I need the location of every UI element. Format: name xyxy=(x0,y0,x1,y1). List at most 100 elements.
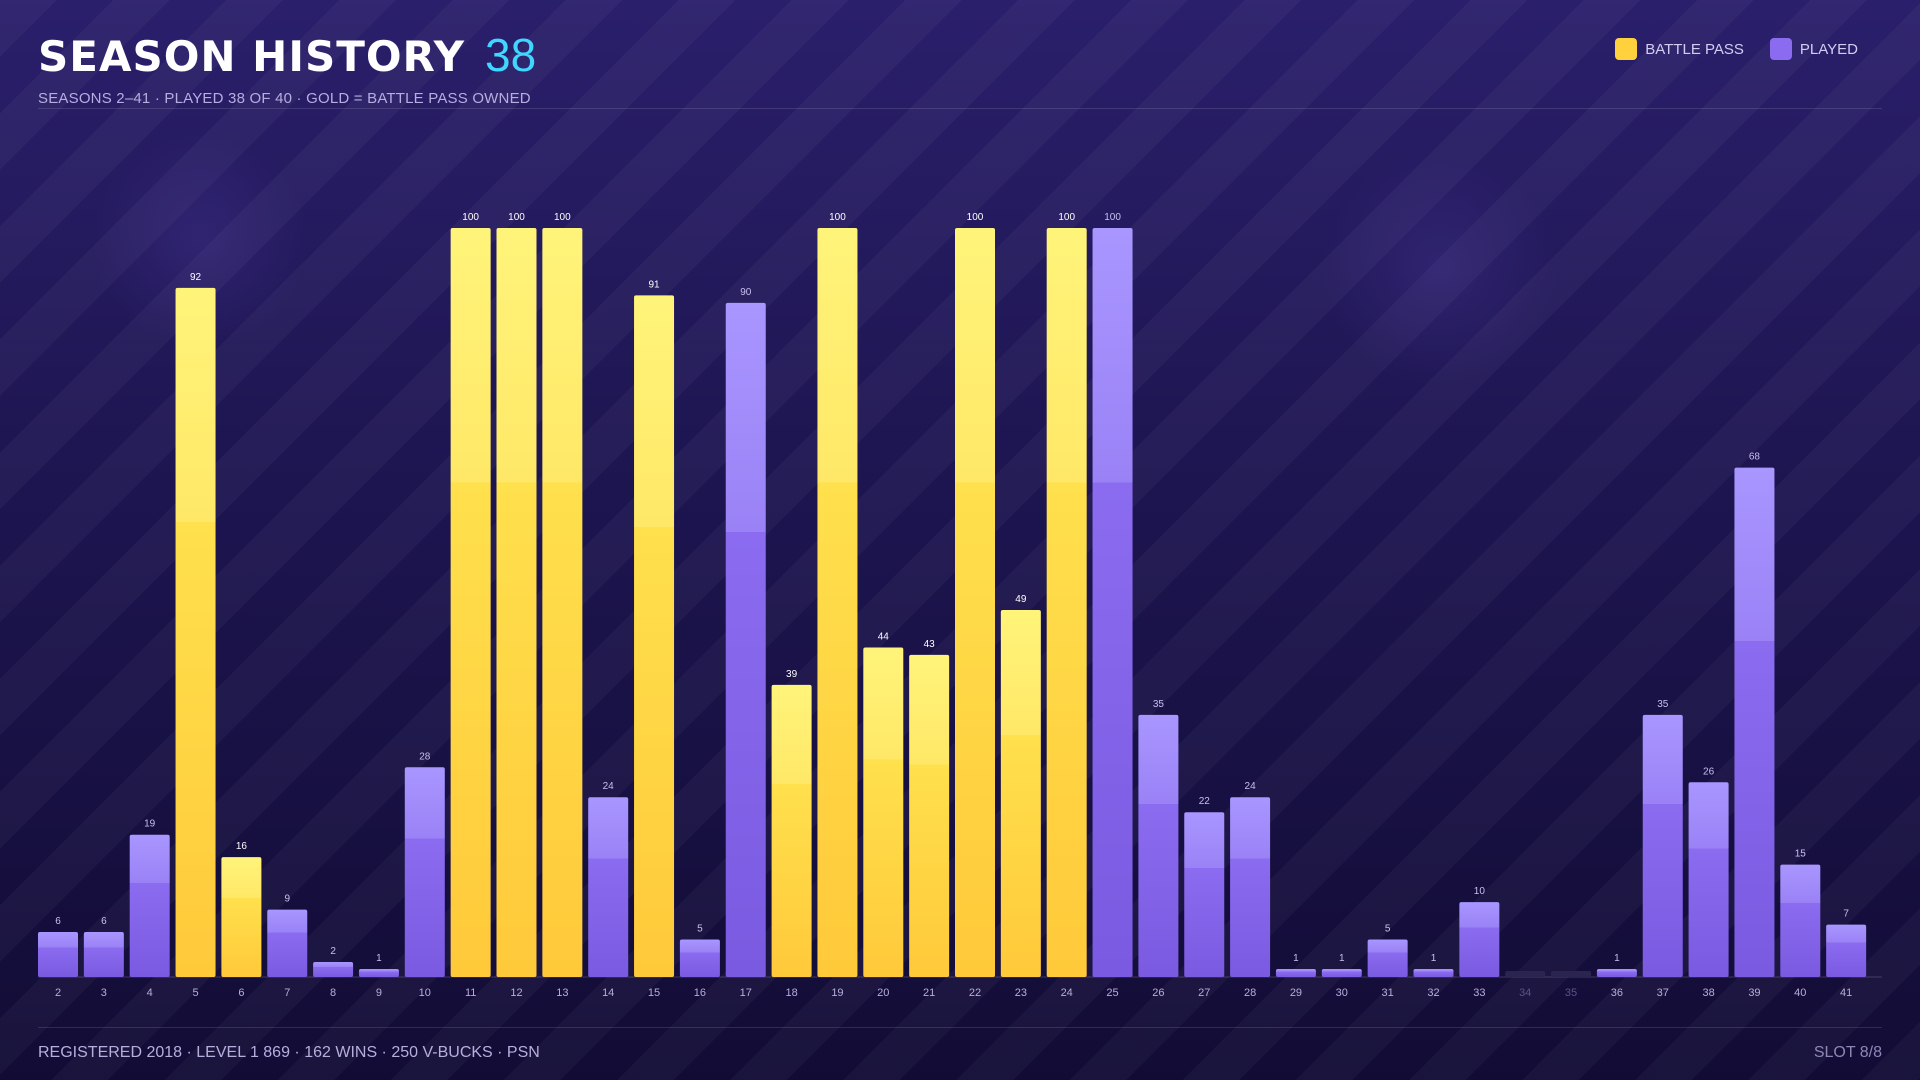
bar-season-24 xyxy=(1046,228,1087,977)
x-tick-label: 4 xyxy=(147,987,153,999)
bar-value-label: 5 xyxy=(697,924,703,935)
bar-value-label: 24 xyxy=(603,781,615,792)
bar-season-4 xyxy=(129,834,170,977)
page-subtitle: SEASONS 2–41 · PLAYED 38 OF 40 · GOLD = … xyxy=(38,90,531,107)
bar-value-label: 22 xyxy=(1199,796,1211,807)
bar-season-13 xyxy=(542,228,583,977)
bar-season-12 xyxy=(496,228,537,977)
season-history-chart: 6263194925166972819281010011100121001324… xyxy=(38,212,1867,999)
bar-value-label: 92 xyxy=(190,272,202,283)
header: SEASON HISTORY 38 SEASONS 2–41 · PLAYED … xyxy=(38,28,1882,110)
x-tick-label: 16 xyxy=(694,987,706,999)
bar-season-14 xyxy=(588,797,629,977)
bar-season-11 xyxy=(450,228,491,977)
x-tick-label: 13 xyxy=(556,987,568,999)
x-tick-label: 7 xyxy=(284,987,290,999)
title-row: SEASON HISTORY 38 xyxy=(38,28,1882,82)
bar-season-17 xyxy=(725,302,766,977)
x-tick-label: 18 xyxy=(785,987,797,999)
bar-season-25 xyxy=(1092,228,1133,977)
bar-season-35 xyxy=(1551,971,1592,977)
x-tick-label: 19 xyxy=(831,987,843,999)
bar-season-33 xyxy=(1459,902,1500,977)
bar-season-2 xyxy=(38,932,78,977)
bar-season-26 xyxy=(1138,714,1179,977)
played-swatch xyxy=(1769,38,1792,60)
x-tick-label: 27 xyxy=(1198,987,1210,999)
x-tick-label: 37 xyxy=(1657,987,1669,999)
x-tick-label: 6 xyxy=(238,987,244,999)
bar-season-21 xyxy=(909,654,950,977)
chart-legend: BATTLE PASS PLAYED xyxy=(1615,38,1858,60)
x-tick-label: 41 xyxy=(1840,987,1852,999)
bar-season-32 xyxy=(1413,969,1454,977)
bar-value-label: 1 xyxy=(1431,953,1437,964)
bar-season-18 xyxy=(771,684,812,977)
bar-value-label: 43 xyxy=(924,639,936,650)
bar-value-label: 6 xyxy=(101,916,107,927)
x-tick-label: 21 xyxy=(923,987,935,999)
bar-season-16 xyxy=(679,939,720,977)
bar-value-label: 39 xyxy=(786,669,798,680)
x-tick-label: 10 xyxy=(419,987,431,999)
bar-season-36 xyxy=(1596,969,1637,977)
x-tick-label: 25 xyxy=(1106,987,1118,999)
seasons-played-count: 38 xyxy=(485,29,537,81)
bar-value-label: 7 xyxy=(1843,909,1849,920)
bar-season-22 xyxy=(955,228,995,977)
bar-season-5 xyxy=(175,287,216,977)
x-tick-label: 15 xyxy=(648,987,660,999)
bar-season-40 xyxy=(1780,864,1821,977)
bar-season-6 xyxy=(221,857,262,977)
x-tick-label: 30 xyxy=(1336,987,1348,999)
x-tick-label: 9 xyxy=(376,987,382,999)
x-tick-label: 39 xyxy=(1748,987,1760,999)
bar-value-label: 100 xyxy=(508,212,525,223)
bar-value-label: 9 xyxy=(284,894,290,905)
x-tick-label: 23 xyxy=(1015,987,1027,999)
bar-value-label: 90 xyxy=(740,287,752,298)
x-tick-label: 5 xyxy=(192,987,198,999)
bar-value-label: 26 xyxy=(1703,766,1715,777)
x-tick-label: 11 xyxy=(465,987,476,999)
bar-value-label: 28 xyxy=(419,751,431,762)
bar-value-label: 1 xyxy=(1339,953,1345,964)
bar-season-3 xyxy=(83,932,124,977)
x-tick-label: 34 xyxy=(1519,987,1531,999)
bar-season-20 xyxy=(863,647,904,977)
bar-value-label: 16 xyxy=(236,841,248,852)
header-divider xyxy=(38,108,1882,109)
bar-value-label: 100 xyxy=(1058,212,1075,223)
bar-season-19 xyxy=(817,228,858,977)
bar-season-30 xyxy=(1321,969,1362,977)
bar-value-label: 10 xyxy=(1474,886,1486,897)
x-tick-label: 40 xyxy=(1794,987,1806,999)
x-tick-label: 33 xyxy=(1473,987,1485,999)
slot-indicator: SLOT 8/8 xyxy=(1813,1044,1882,1061)
x-tick-label: 3 xyxy=(101,987,107,999)
x-tick-label: 2 xyxy=(55,987,61,999)
legend-label-battle-pass: BATTLE PASS xyxy=(1645,40,1744,58)
bar-season-29 xyxy=(1275,969,1316,977)
bar-value-label: 5 xyxy=(1385,924,1391,935)
legend-item-played: PLAYED xyxy=(1769,38,1858,60)
x-tick-label: 29 xyxy=(1290,987,1302,999)
footer-divider xyxy=(38,1027,1882,1028)
bar-value-label: 49 xyxy=(1015,594,1027,605)
x-tick-label: 17 xyxy=(740,987,752,999)
bar-value-label: 100 xyxy=(1104,212,1121,223)
bar-season-15 xyxy=(634,295,675,977)
x-tick-label: 14 xyxy=(602,987,614,999)
bar-value-label: 1 xyxy=(1614,953,1620,964)
bar-season-37 xyxy=(1642,714,1683,977)
bar-value-label: 100 xyxy=(829,212,846,223)
bar-value-label: 1 xyxy=(376,953,382,964)
bar-value-label: 44 xyxy=(878,631,890,642)
x-tick-label: 31 xyxy=(1382,987,1394,999)
bar-value-label: 35 xyxy=(1153,699,1165,710)
battle-pass-swatch xyxy=(1615,38,1638,60)
legend-label-played: PLAYED xyxy=(1799,40,1858,58)
bar-value-label: 91 xyxy=(648,279,660,290)
bar-season-7 xyxy=(267,909,308,977)
x-tick-label: 32 xyxy=(1427,987,1439,999)
